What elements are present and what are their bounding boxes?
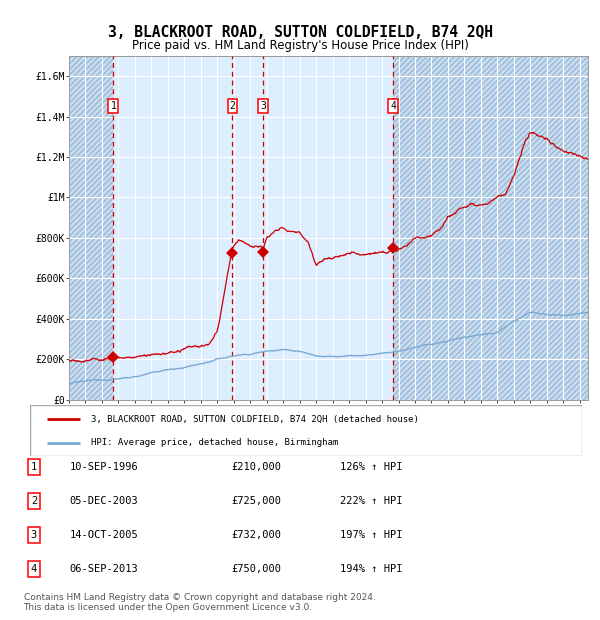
Text: 05-DEC-2003: 05-DEC-2003 [70,496,139,506]
Text: £725,000: £725,000 [231,496,281,506]
Text: 2: 2 [31,496,37,506]
Text: 197% ↑ HPI: 197% ↑ HPI [340,529,403,540]
Text: 194% ↑ HPI: 194% ↑ HPI [340,564,403,574]
Text: £750,000: £750,000 [231,564,281,574]
Text: 3, BLACKROOT ROAD, SUTTON COLDFIELD, B74 2QH (detached house): 3, BLACKROOT ROAD, SUTTON COLDFIELD, B74… [91,415,419,423]
Text: 06-SEP-2013: 06-SEP-2013 [70,564,139,574]
Text: 3: 3 [31,529,37,540]
Text: 3: 3 [260,102,266,112]
Text: 2: 2 [230,102,235,112]
Text: 10-SEP-1996: 10-SEP-1996 [70,462,139,472]
Text: 1: 1 [31,462,37,472]
Text: 222% ↑ HPI: 222% ↑ HPI [340,496,403,506]
Text: 4: 4 [31,564,37,574]
Text: £732,000: £732,000 [231,529,281,540]
Text: £210,000: £210,000 [231,462,281,472]
Text: 14-OCT-2005: 14-OCT-2005 [70,529,139,540]
Text: 3, BLACKROOT ROAD, SUTTON COLDFIELD, B74 2QH: 3, BLACKROOT ROAD, SUTTON COLDFIELD, B74… [107,25,493,40]
Text: Contains HM Land Registry data © Crown copyright and database right 2024.
This d: Contains HM Land Registry data © Crown c… [23,593,375,612]
Text: Price paid vs. HM Land Registry's House Price Index (HPI): Price paid vs. HM Land Registry's House … [131,39,469,52]
FancyBboxPatch shape [30,405,582,456]
Text: 126% ↑ HPI: 126% ↑ HPI [340,462,403,472]
Text: 4: 4 [391,102,396,112]
Text: 1: 1 [110,102,116,112]
Text: HPI: Average price, detached house, Birmingham: HPI: Average price, detached house, Birm… [91,438,338,448]
